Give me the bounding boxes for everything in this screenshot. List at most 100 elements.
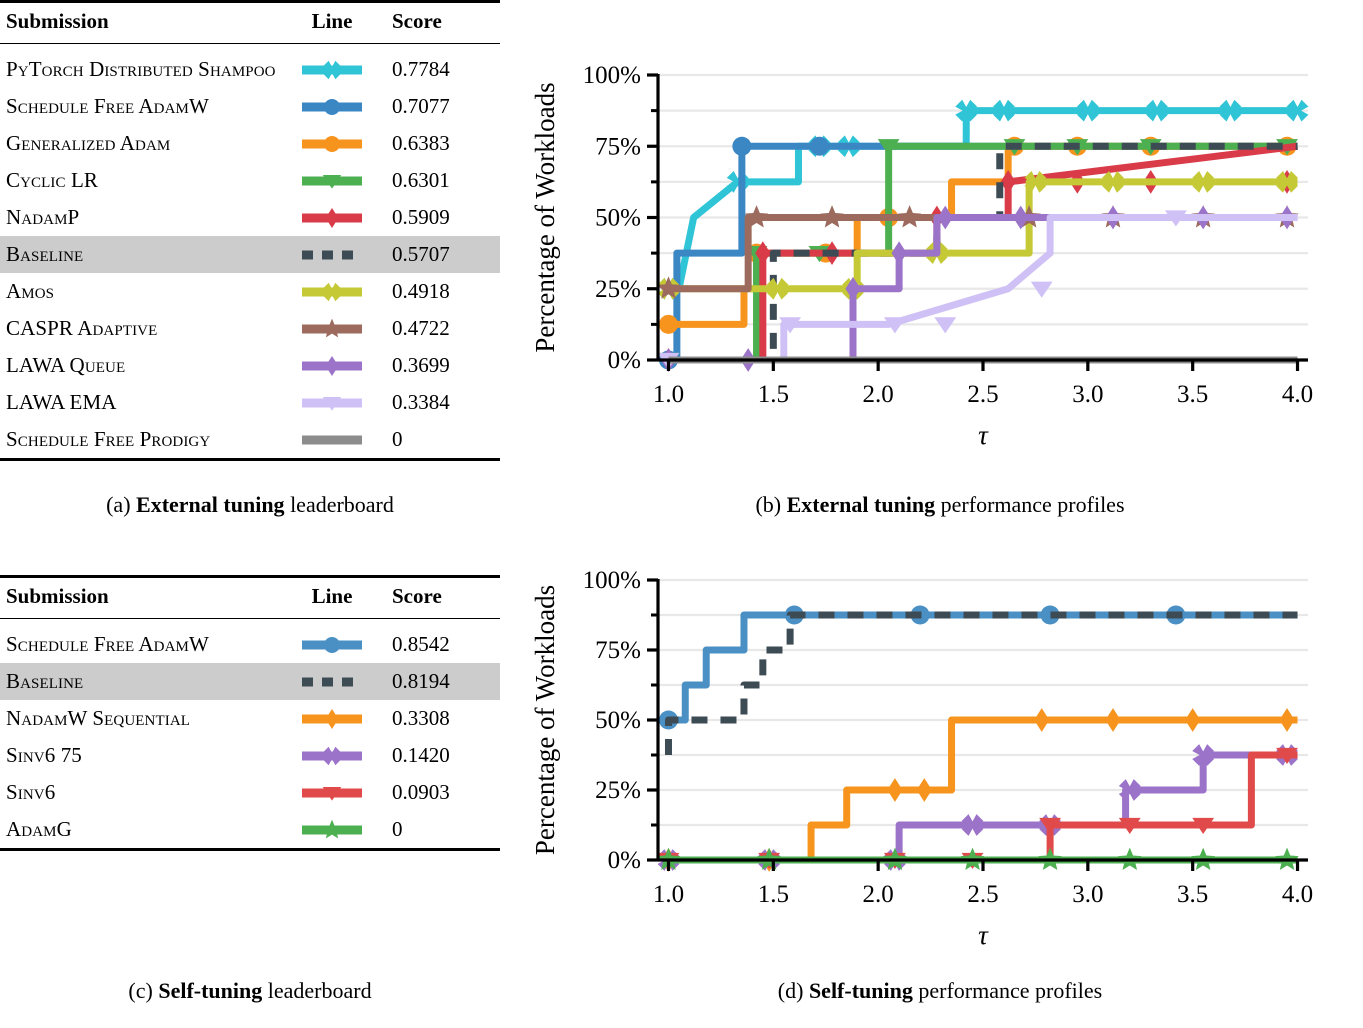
legend-swatch-icon bbox=[300, 318, 364, 340]
caption-d-bold: Self-tuning bbox=[808, 978, 913, 1003]
line-style-swatch bbox=[286, 236, 378, 273]
swatch-svg bbox=[302, 709, 362, 730]
line-style-swatch bbox=[286, 162, 378, 199]
legend-swatch-icon bbox=[300, 355, 364, 377]
score-value: 0.6383 bbox=[392, 131, 450, 155]
series-marker bbox=[1118, 779, 1141, 801]
table-row[interactable]: LAWA EMA 0.3384 bbox=[0, 384, 500, 421]
x-tick-label: 1.0 bbox=[653, 881, 684, 908]
table-row[interactable]: PyTorch Distributed Shampoo 0.7784 bbox=[0, 51, 500, 88]
header-submission: Submission bbox=[6, 584, 109, 608]
caption-c-prefix: (c) bbox=[128, 978, 153, 1003]
caption-a-bold: External tuning bbox=[136, 492, 285, 517]
series-baseline bbox=[664, 611, 1298, 755]
series-marker bbox=[766, 277, 789, 300]
series-marker bbox=[1146, 99, 1168, 122]
external-table-body: PyTorch Distributed Shampoo 0.7784 Schedul… bbox=[0, 44, 500, 459]
external-profiles-chart: 0% 25% 50% 75% 100% 1.0 1.5 2.0 2.5 3.0 3.5 4.0 τ Per… bbox=[528, 30, 1348, 480]
submission-name: Schedule Free AdamW bbox=[6, 631, 209, 656]
caption-c: (c) Self-tuning leaderboard bbox=[0, 978, 500, 1004]
submission-name: Cyclic LR bbox=[6, 167, 98, 192]
external-profiles-svg: 0% 25% 50% 75% 100% 1.0 1.5 2.0 2.5 3.0 3.5 4.0 τ Per… bbox=[530, 62, 1313, 450]
legend-swatch-icon bbox=[300, 244, 364, 266]
submission-name: PyTorch Distributed Shampoo bbox=[6, 56, 276, 81]
score-value: 0.4722 bbox=[392, 316, 450, 340]
table-row[interactable]: NadamP 0.5909 bbox=[0, 199, 500, 236]
self-profiles-chart: 0% 25% 50% 75% 100% 1.0 1.5 2.0 2.5 3.0 3.5 4.0 τ Per… bbox=[528, 545, 1348, 975]
table-row[interactable]: Generalized Adam 0.6383 bbox=[0, 125, 500, 162]
line-style-swatch bbox=[286, 421, 378, 458]
line-style-swatch bbox=[286, 88, 378, 125]
series-marker bbox=[961, 814, 984, 836]
external-leaderboard-panel: Submission Line Score PyTorch Distribute… bbox=[0, 0, 500, 461]
line-style-swatch bbox=[286, 700, 378, 737]
score-value: 0.8542 bbox=[392, 632, 450, 656]
line-style-swatch bbox=[286, 51, 378, 88]
table-row[interactable]: Schedule Free AdamW 0.8542 bbox=[0, 626, 500, 663]
score-value: 0.0903 bbox=[392, 780, 450, 804]
y-tick-label: 25% bbox=[595, 777, 641, 804]
submission-name: Schedule Free AdamW bbox=[6, 93, 209, 118]
table-row[interactable]: Schedule Free AdamW 0.7077 bbox=[0, 88, 500, 125]
series-marker bbox=[1030, 281, 1053, 298]
self-table-head: Submission Line Score bbox=[0, 576, 500, 619]
header-submission: Submission bbox=[6, 9, 109, 33]
table-spacer-row bbox=[0, 619, 500, 627]
series-marker bbox=[1192, 817, 1215, 835]
header-line: Line bbox=[311, 9, 353, 33]
table-row[interactable]: AdamG 0 bbox=[0, 811, 500, 848]
table-row[interactable]: Cyclic LR 0.6301 bbox=[0, 162, 500, 199]
table-row[interactable]: Sinv6 75 0.1420 bbox=[0, 737, 500, 774]
legend-swatch-icon bbox=[300, 782, 364, 804]
legend-swatch-icon bbox=[300, 819, 364, 841]
submission-name: CASPR Adaptive bbox=[6, 315, 158, 340]
x-tick-label: 1.0 bbox=[653, 381, 684, 408]
x-tick-label: 4.0 bbox=[1282, 881, 1313, 908]
x-axis-label: τ bbox=[978, 920, 989, 950]
self-profiles-svg: 0% 25% 50% 75% 100% 1.0 1.5 2.0 2.5 3.0 3.5 4.0 τ Per… bbox=[530, 567, 1313, 950]
submission-name: NadamP bbox=[6, 204, 80, 229]
series-marker bbox=[884, 317, 906, 334]
score-value: 0.7077 bbox=[392, 94, 450, 118]
legend-swatch-icon bbox=[300, 207, 364, 229]
line-style-swatch bbox=[286, 737, 378, 774]
score-value: 0.5909 bbox=[392, 205, 450, 229]
table-row[interactable]: Baseline 0.5707 bbox=[0, 236, 500, 273]
line-style-swatch bbox=[286, 125, 378, 162]
submission-name: Amos bbox=[6, 278, 55, 303]
table-row[interactable]: Amos 0.4918 bbox=[0, 273, 500, 310]
series-marker bbox=[1276, 747, 1298, 765]
line-style-swatch bbox=[286, 384, 378, 421]
score-value: 0.8194 bbox=[392, 669, 450, 693]
table-row[interactable]: Baseline 0.8194 bbox=[0, 663, 500, 700]
header-score: Score bbox=[392, 9, 442, 33]
table-row[interactable]: LAWA Queue 0.3699 bbox=[0, 347, 500, 384]
series-marker bbox=[820, 205, 844, 228]
series-marker bbox=[1185, 708, 1201, 732]
series-marker bbox=[656, 276, 681, 299]
series-marker bbox=[1000, 170, 1016, 194]
series-line bbox=[668, 611, 1298, 724]
y-tick-label: 75% bbox=[595, 133, 641, 160]
swatch-svg bbox=[302, 318, 362, 338]
legend-swatch-icon bbox=[300, 392, 364, 414]
submission-name: NadamW Sequential bbox=[6, 705, 191, 730]
swatch-svg bbox=[302, 637, 362, 654]
self-leaderboard-panel: Submission Line Score Schedule Free Adam… bbox=[0, 575, 500, 851]
table-row[interactable]: NadamW Sequential 0.3308 bbox=[0, 700, 500, 737]
legend-swatch-icon bbox=[300, 281, 364, 303]
self-table-bottom-rule bbox=[0, 848, 500, 851]
external-leaderboard-table: Submission Line Score PyTorch Distribute… bbox=[0, 0, 500, 458]
y-tick-label: 100% bbox=[583, 62, 641, 89]
caption-c-bold: Self-tuning bbox=[158, 978, 263, 1003]
x-tick-label: 2.0 bbox=[863, 381, 894, 408]
table-row[interactable]: Schedule Free Prodigy 0 bbox=[0, 421, 500, 458]
caption-a-prefix: (a) bbox=[106, 492, 131, 517]
submission-name: AdamG bbox=[6, 816, 72, 841]
y-tick-label: 25% bbox=[595, 276, 641, 303]
submission-name: Sinv6 bbox=[6, 779, 56, 804]
series-marker bbox=[1279, 708, 1295, 732]
table-row[interactable]: CASPR Adaptive 0.4722 bbox=[0, 310, 500, 347]
table-row[interactable]: Sinv6 0.0903 bbox=[0, 774, 500, 811]
swatch-svg bbox=[302, 175, 362, 189]
